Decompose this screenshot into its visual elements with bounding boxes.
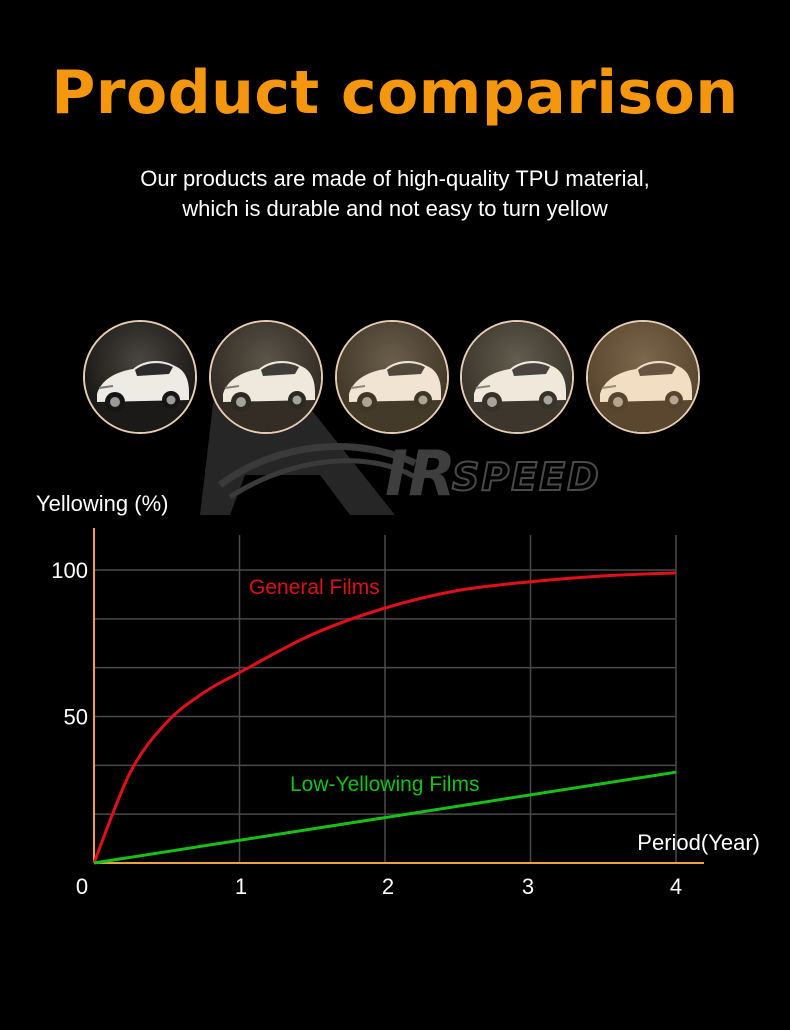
car-photo-3: [335, 320, 449, 434]
subtitle-line-2: which is durable and not easy to turn ye…: [182, 196, 608, 221]
chart-grid: [94, 535, 677, 863]
subtitle-line-1: Our products are made of high-quality TP…: [140, 166, 650, 191]
car-photo-4: [460, 320, 574, 434]
x-tick-label: 3: [522, 874, 534, 899]
chart-axes: [93, 528, 704, 864]
series-line-2: [93, 770, 677, 865]
car-photo-2: [209, 320, 323, 434]
yellowing-chart: Yellowing (%) Period(Year) 100 50 0 1 2 3 4 Gener…: [36, 491, 760, 899]
series-line-1: [92, 571, 677, 864]
car-photo-1: [83, 320, 197, 434]
x-tick-label: 4: [670, 874, 682, 899]
x-tick-label: 0: [76, 874, 88, 899]
series-label-general: General Films: [249, 576, 380, 599]
chart-series: [92, 571, 677, 865]
car-photo-5: [586, 320, 700, 434]
series-label-low-yellowing: Low-Yellowing Films: [290, 773, 479, 796]
chart-labels: Yellowing (%) Period(Year) 100 50 0 1 2 3 4 Gener…: [36, 491, 760, 899]
page-title: Product comparison: [51, 58, 739, 128]
watermark-word: SPEED: [452, 455, 601, 499]
x-axis-label: Period(Year): [637, 830, 760, 855]
watermark-letters: IR: [385, 437, 456, 510]
x-tick-label: 2: [382, 874, 394, 899]
x-tick-label: 1: [235, 874, 247, 899]
y-tick-label: 50: [64, 705, 88, 730]
y-axis-label: Yellowing (%): [36, 491, 168, 516]
y-tick-label: 100: [51, 558, 88, 583]
